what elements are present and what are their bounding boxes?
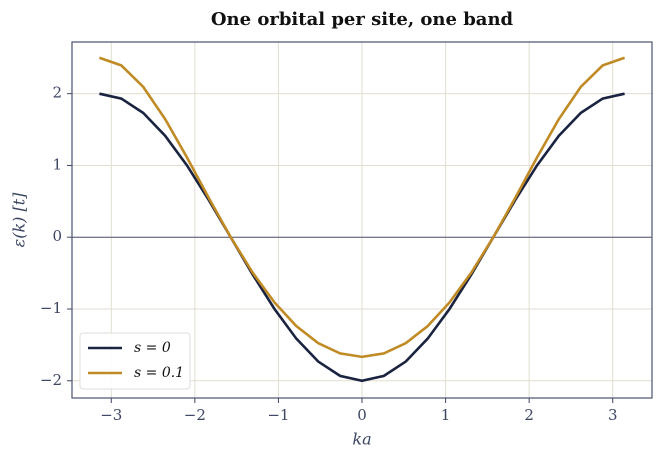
x-tick-label: −3 [100,406,122,424]
x-tick-label: 0 [357,406,367,424]
y-tick-label: 0 [52,227,62,245]
line [98,56,626,359]
y-tick-label: 1 [52,155,62,173]
x-tick-label: 3 [608,406,618,424]
x-tick-label: 1 [441,406,451,424]
x-tick-label: 2 [524,406,534,424]
line [99,92,625,383]
chart-title: One orbital per site, one band [211,9,514,30]
x-axis-label: ka [352,430,371,449]
legend-label: s = 0 [134,340,171,356]
y-tick-label: −1 [40,299,62,317]
legend-label: s = 0.1 [134,365,184,381]
y-axis-label: ε(k) [t] [10,192,29,248]
x-tick-label: −1 [267,406,289,424]
y-tick-label: 2 [52,84,62,102]
y-tick-label: −2 [40,371,62,389]
plot-frame [71,41,653,399]
x-tick-label: −2 [184,406,206,424]
